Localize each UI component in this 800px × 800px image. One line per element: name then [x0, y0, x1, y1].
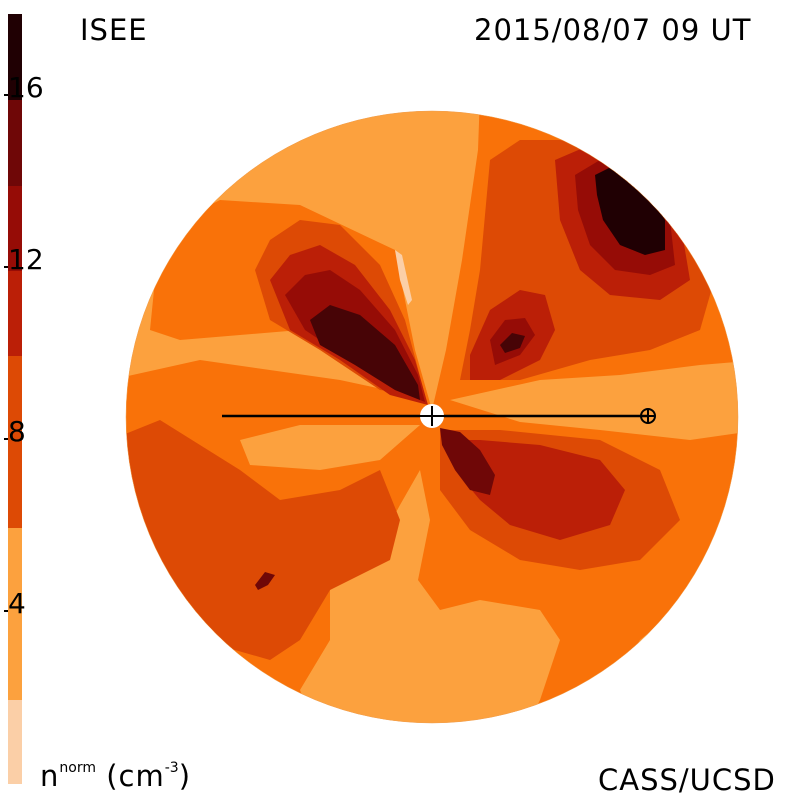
contour-black-upper-right — [595, 165, 665, 255]
unit-norm-superscript: norm — [59, 760, 96, 776]
title-label: ISEE — [80, 13, 148, 47]
credit-label: CASS/UCSD — [598, 763, 776, 797]
density-unit-label: nnorm (cm-3) — [40, 759, 192, 793]
color-band-4 — [8, 271, 22, 356]
color-scale-bar — [8, 14, 22, 784]
contour-light-center-strip — [240, 425, 420, 470]
unit-paren-close: ) — [178, 759, 192, 793]
color-band-7 — [8, 14, 22, 100]
contour-light-right-band — [450, 360, 738, 440]
unit-base: n — [40, 759, 60, 793]
contour-darkred-small-left — [255, 572, 275, 590]
tick-label-16: 16 — [8, 71, 44, 104]
unit-exponent: -3 — [164, 760, 179, 776]
contour-red-lower-right — [450, 440, 625, 540]
tick-mark-12 — [4, 266, 8, 268]
map-boundary — [125, 110, 739, 724]
color-band-3 — [8, 356, 22, 528]
unit-paren-open: (cm — [95, 759, 165, 793]
tick-label-4: 4 — [8, 587, 26, 620]
tick-mark-8 — [4, 438, 8, 440]
contour-black-mid-right — [500, 333, 525, 353]
contour-light-bottom — [300, 470, 560, 723]
timestamp-label: 2015/08/07 09 UT — [474, 13, 752, 47]
contour-black-upper-left — [310, 305, 420, 400]
tick-mark-16 — [4, 94, 8, 96]
contour-pale-streak — [395, 250, 412, 305]
tick-label-8: 8 — [8, 415, 26, 448]
color-band-5 — [8, 186, 22, 271]
tick-mark-4 — [4, 610, 8, 612]
contour-darkred-lower-center — [440, 428, 495, 495]
color-band-1 — [8, 700, 22, 784]
tick-label-12: 12 — [8, 243, 44, 276]
color-band-6 — [8, 100, 22, 186]
color-band-2 — [8, 528, 22, 700]
